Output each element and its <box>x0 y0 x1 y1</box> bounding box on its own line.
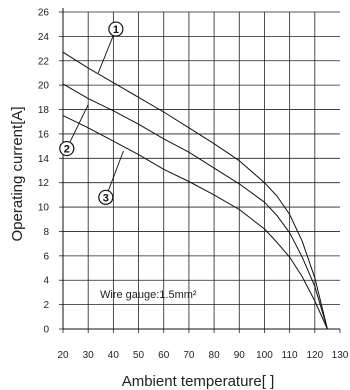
x-tick-label: 40 <box>108 350 120 361</box>
y-tick-label: 20 <box>38 81 50 92</box>
y-tick-label: 10 <box>38 203 50 214</box>
marker-leader-line <box>69 104 89 143</box>
x-axis-label: Ambient temperature[ ] <box>122 373 275 390</box>
y-tick-label: 26 <box>38 8 50 19</box>
x-tick-labels: 20 30 40 50 60 70 80 90 100 110 120 130 <box>57 350 348 361</box>
y-tick-label: 12 <box>38 178 50 189</box>
y-tick-label: 18 <box>38 105 50 116</box>
y-tick-label: 24 <box>38 32 50 43</box>
x-tick-label: 80 <box>209 350 221 361</box>
y-tick-label: 2 <box>43 300 49 311</box>
marker-circle <box>108 21 124 37</box>
series-marker-2: 2 <box>59 104 89 157</box>
marker-label: 2 <box>64 144 70 156</box>
marker-circle <box>59 140 75 157</box>
x-tick-label: 50 <box>133 350 145 361</box>
y-tick-label: 0 <box>43 325 49 336</box>
series-marker-3: 3 <box>98 150 124 205</box>
x-tick-label: 90 <box>234 350 246 361</box>
x-tick-label: 110 <box>282 350 298 361</box>
x-tick-label: 20 <box>57 350 69 361</box>
wire-gauge-annotation: Wire gauge:1.5mm² <box>100 289 197 301</box>
marker-label: 3 <box>103 192 109 204</box>
x-tick-label: 120 <box>306 350 323 361</box>
series-markers: 1 2 3 <box>59 21 124 205</box>
marker-leader-line <box>107 150 124 191</box>
y-tick-label: 6 <box>43 251 49 262</box>
y-tick-label: 16 <box>38 129 50 140</box>
y-tick-label: 14 <box>38 154 50 165</box>
marker-leader-line <box>97 35 114 74</box>
series-line-1 <box>62 51 328 330</box>
series-marker-1: 1 <box>97 21 124 74</box>
plot-frame <box>62 8 340 330</box>
y-axis-label: Operating current[A] <box>9 106 26 241</box>
series-line-2 <box>62 83 328 330</box>
marker-label: 1 <box>113 24 119 36</box>
x-tick-label: 60 <box>158 350 170 361</box>
x-tick-label: 100 <box>256 350 273 361</box>
marker-circle <box>98 189 114 205</box>
y-tick-label: 4 <box>43 276 49 287</box>
series-lines <box>62 51 328 330</box>
y-tick-label: 8 <box>43 227 49 238</box>
x-tick-label: 130 <box>332 350 349 361</box>
grid <box>59 11 341 333</box>
series-line-3 <box>62 115 328 330</box>
x-tick-label: 70 <box>183 350 195 361</box>
x-tick-label: 30 <box>83 350 95 361</box>
y-tick-label: 22 <box>38 56 50 67</box>
